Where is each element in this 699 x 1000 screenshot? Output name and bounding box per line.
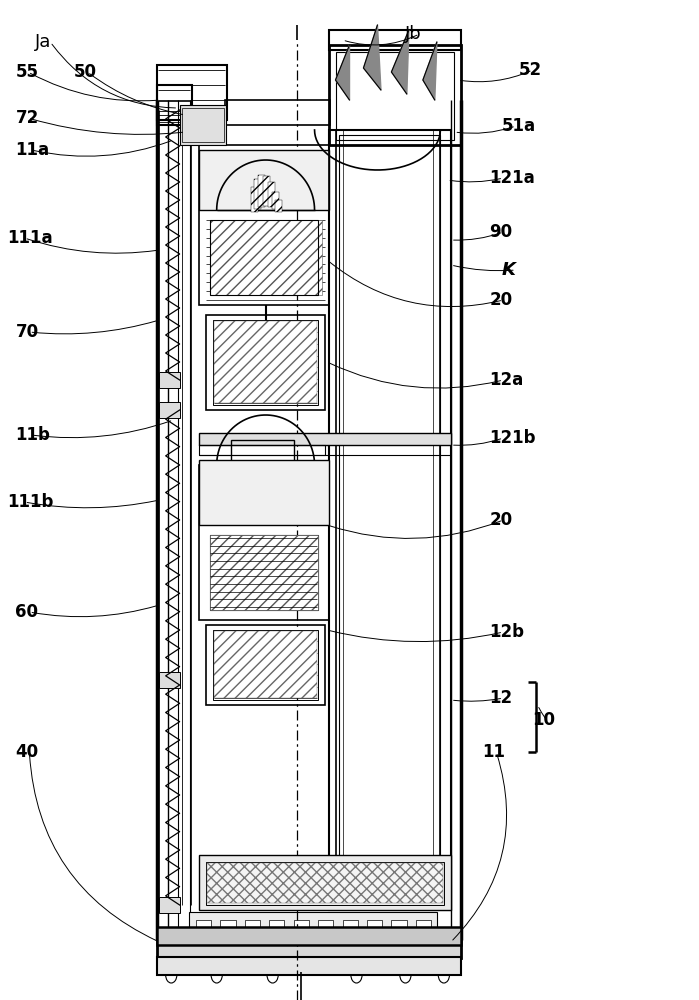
Bar: [159, 402, 180, 418]
Polygon shape: [336, 45, 350, 100]
Bar: [187, 118, 201, 140]
Bar: [157, 85, 192, 125]
Bar: [258, 175, 265, 207]
Bar: [159, 897, 180, 913]
Bar: [199, 145, 329, 305]
Bar: [263, 176, 270, 206]
Bar: [336, 52, 454, 140]
Bar: [157, 65, 227, 120]
Bar: [329, 30, 461, 50]
Polygon shape: [391, 30, 409, 94]
Bar: [214, 631, 317, 698]
Bar: [329, 45, 461, 145]
Bar: [199, 433, 451, 445]
Bar: [210, 535, 318, 610]
Bar: [199, 460, 329, 525]
Text: 52: 52: [519, 61, 542, 79]
Text: Jb: Jb: [405, 25, 422, 43]
Text: 60: 60: [15, 603, 38, 621]
Text: 121a: 121a: [489, 169, 535, 187]
Bar: [180, 105, 226, 145]
Bar: [269, 920, 284, 938]
Bar: [213, 630, 318, 700]
Bar: [199, 465, 329, 620]
Bar: [157, 936, 461, 958]
Bar: [196, 920, 211, 938]
Bar: [199, 150, 329, 210]
Bar: [159, 672, 180, 688]
Text: 70: 70: [15, 323, 38, 341]
Text: 20: 20: [489, 291, 512, 309]
Bar: [182, 108, 224, 142]
Bar: [157, 957, 461, 975]
Bar: [367, 920, 382, 938]
Bar: [210, 535, 318, 610]
Bar: [210, 220, 322, 295]
Bar: [157, 927, 461, 945]
Bar: [272, 192, 279, 209]
Bar: [225, 100, 330, 125]
Text: 90: 90: [489, 223, 512, 241]
Text: 11a: 11a: [15, 141, 50, 159]
Text: Ja: Ja: [35, 33, 51, 51]
Polygon shape: [423, 42, 437, 100]
Text: 111b: 111b: [7, 493, 53, 511]
Bar: [231, 440, 294, 470]
Bar: [254, 179, 261, 209]
Text: 111a: 111a: [7, 229, 52, 247]
Bar: [206, 862, 444, 905]
Text: 55: 55: [15, 63, 38, 81]
Text: K: K: [502, 261, 516, 279]
Bar: [213, 320, 318, 405]
Text: 72: 72: [15, 109, 38, 127]
Bar: [220, 920, 236, 938]
Bar: [210, 220, 318, 295]
Bar: [268, 182, 275, 207]
Text: 12b: 12b: [489, 623, 524, 641]
Bar: [275, 200, 282, 212]
Bar: [391, 920, 407, 938]
Text: 20: 20: [489, 511, 512, 529]
Bar: [206, 625, 325, 705]
Bar: [416, 920, 431, 938]
Text: 12a: 12a: [489, 371, 524, 389]
Text: 121b: 121b: [489, 429, 536, 447]
Bar: [185, 120, 213, 138]
Bar: [329, 130, 451, 910]
Text: 12: 12: [489, 689, 512, 707]
Text: 51a: 51a: [502, 117, 536, 135]
Bar: [251, 187, 258, 212]
Bar: [206, 315, 325, 410]
Bar: [343, 920, 358, 938]
Text: 40: 40: [15, 743, 38, 761]
Bar: [318, 920, 333, 938]
Text: 10: 10: [533, 711, 556, 729]
Text: 11: 11: [482, 743, 505, 761]
Text: 50: 50: [73, 63, 96, 81]
Bar: [214, 321, 317, 403]
Bar: [339, 135, 440, 905]
Bar: [207, 863, 443, 903]
Bar: [199, 855, 451, 910]
Polygon shape: [363, 25, 381, 90]
Text: 11b: 11b: [15, 426, 50, 444]
Bar: [159, 372, 180, 388]
Bar: [189, 912, 437, 942]
Bar: [245, 920, 260, 938]
Bar: [294, 920, 309, 938]
